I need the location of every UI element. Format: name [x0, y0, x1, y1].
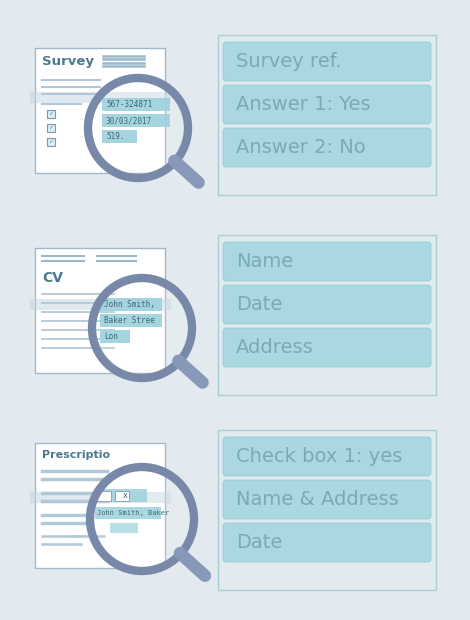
FancyBboxPatch shape [102, 114, 170, 127]
Text: John Smith, Baker: John Smith, Baker [97, 510, 169, 516]
FancyBboxPatch shape [110, 523, 138, 533]
FancyBboxPatch shape [223, 480, 431, 519]
FancyBboxPatch shape [102, 130, 137, 143]
FancyBboxPatch shape [35, 443, 165, 567]
FancyBboxPatch shape [115, 490, 129, 500]
Text: 30/03/2017: 30/03/2017 [106, 116, 152, 125]
Text: ✓: ✓ [48, 139, 53, 144]
Text: Baker Stree: Baker Stree [104, 316, 155, 325]
Text: CV: CV [42, 272, 63, 285]
Text: Name & Address: Name & Address [236, 490, 399, 509]
FancyBboxPatch shape [100, 298, 162, 311]
FancyBboxPatch shape [100, 314, 162, 327]
Text: 519.: 519. [106, 132, 125, 141]
Text: Answer 1: Yes: Answer 1: Yes [236, 95, 371, 114]
FancyBboxPatch shape [100, 330, 130, 343]
FancyBboxPatch shape [47, 138, 55, 146]
FancyBboxPatch shape [95, 489, 147, 502]
FancyBboxPatch shape [223, 523, 431, 562]
Text: Lon: Lon [104, 332, 118, 341]
FancyBboxPatch shape [223, 42, 431, 81]
Circle shape [92, 278, 192, 378]
FancyBboxPatch shape [223, 85, 431, 124]
Text: Survey: Survey [42, 55, 94, 68]
Text: Date: Date [236, 295, 282, 314]
FancyBboxPatch shape [35, 48, 165, 172]
Text: John Smith,: John Smith, [104, 300, 155, 309]
Circle shape [88, 78, 188, 178]
Text: Address: Address [236, 338, 314, 357]
Text: Date: Date [236, 533, 282, 552]
FancyBboxPatch shape [223, 285, 431, 324]
FancyBboxPatch shape [223, 437, 431, 476]
Text: Survey ref.: Survey ref. [236, 52, 342, 71]
Text: X: X [123, 492, 127, 498]
Text: Prescriptio: Prescriptio [42, 450, 110, 459]
FancyBboxPatch shape [223, 242, 431, 281]
FancyBboxPatch shape [95, 507, 161, 519]
Text: 567-324871: 567-324871 [106, 100, 152, 109]
FancyBboxPatch shape [97, 490, 111, 500]
FancyBboxPatch shape [47, 123, 55, 131]
Text: Check box 1: yes: Check box 1: yes [236, 447, 402, 466]
Text: ✓: ✓ [48, 111, 53, 116]
Text: ✓: ✓ [48, 125, 53, 130]
Circle shape [90, 467, 194, 571]
FancyBboxPatch shape [223, 128, 431, 167]
FancyBboxPatch shape [102, 98, 170, 111]
FancyBboxPatch shape [47, 110, 55, 118]
FancyBboxPatch shape [35, 247, 165, 373]
Text: Answer 2: No: Answer 2: No [236, 138, 366, 157]
FancyBboxPatch shape [223, 328, 431, 367]
Text: Name: Name [236, 252, 293, 271]
